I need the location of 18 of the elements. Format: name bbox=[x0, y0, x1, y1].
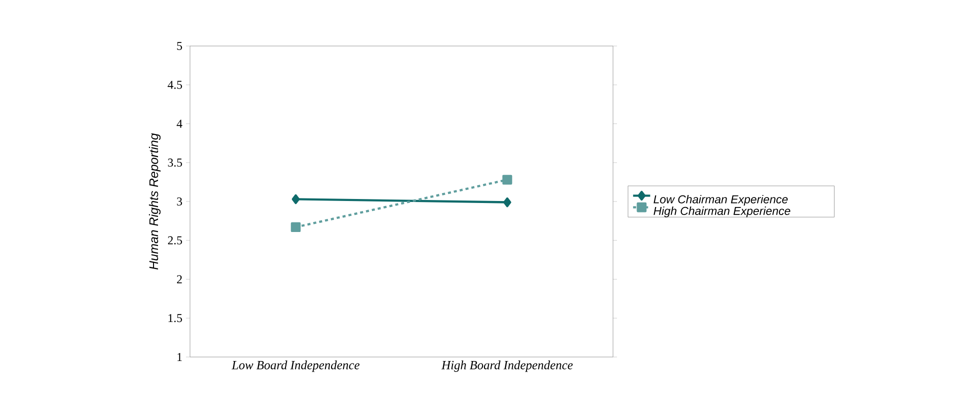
x-tick-label: Low Board Independence bbox=[232, 360, 360, 372]
point bbox=[502, 174, 512, 185]
legend-label: Low Chairman Experience bbox=[654, 194, 788, 206]
y-tick-label: 3.5 bbox=[168, 158, 182, 167]
y-axis-title: Human Rights Reporting bbox=[148, 133, 161, 270]
y-tick-label: 3 bbox=[177, 197, 182, 206]
legend-label: High Chairman Experience bbox=[654, 206, 790, 218]
point bbox=[503, 197, 512, 208]
y-tick-label: 2.5 bbox=[168, 236, 182, 244]
y-tick-label: 4 bbox=[176, 120, 182, 128]
y-tick-label: 1 bbox=[178, 353, 182, 361]
y-tick-label: 1.5 bbox=[168, 314, 182, 322]
y-tick-label: 2 bbox=[177, 275, 182, 284]
y-tick-label: 4.5 bbox=[168, 80, 182, 89]
point bbox=[292, 194, 300, 204]
x-tick-label: High Board Independence bbox=[441, 360, 573, 372]
point bbox=[290, 222, 301, 232]
y-tick-label: 5 bbox=[177, 42, 182, 50]
